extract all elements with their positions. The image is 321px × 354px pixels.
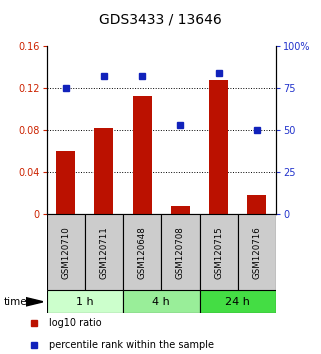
Text: 4 h: 4 h <box>152 297 170 307</box>
Polygon shape <box>26 297 43 306</box>
Bar <box>161 214 200 290</box>
Text: 1 h: 1 h <box>76 297 94 307</box>
Text: GSM120715: GSM120715 <box>214 226 223 279</box>
Text: percentile rank within the sample: percentile rank within the sample <box>49 340 214 350</box>
Bar <box>94 128 114 214</box>
Text: log10 ratio: log10 ratio <box>49 319 102 329</box>
Text: time: time <box>3 297 27 307</box>
Bar <box>123 290 200 313</box>
Text: GSM120710: GSM120710 <box>61 226 70 279</box>
Bar <box>171 206 190 214</box>
Text: GDS3433 / 13646: GDS3433 / 13646 <box>99 12 222 27</box>
Text: GSM120708: GSM120708 <box>176 226 185 279</box>
Bar <box>47 290 123 313</box>
Bar <box>123 214 161 290</box>
Bar <box>47 214 85 290</box>
Bar <box>85 214 123 290</box>
Text: GSM120648: GSM120648 <box>138 226 147 279</box>
Text: GSM120711: GSM120711 <box>100 226 108 279</box>
Bar <box>209 80 228 214</box>
Bar <box>238 214 276 290</box>
Text: 24 h: 24 h <box>225 297 250 307</box>
Bar <box>133 96 152 214</box>
Bar <box>247 195 266 214</box>
Text: GSM120716: GSM120716 <box>252 226 261 279</box>
Bar <box>56 151 75 214</box>
Bar <box>200 214 238 290</box>
Bar <box>200 290 276 313</box>
